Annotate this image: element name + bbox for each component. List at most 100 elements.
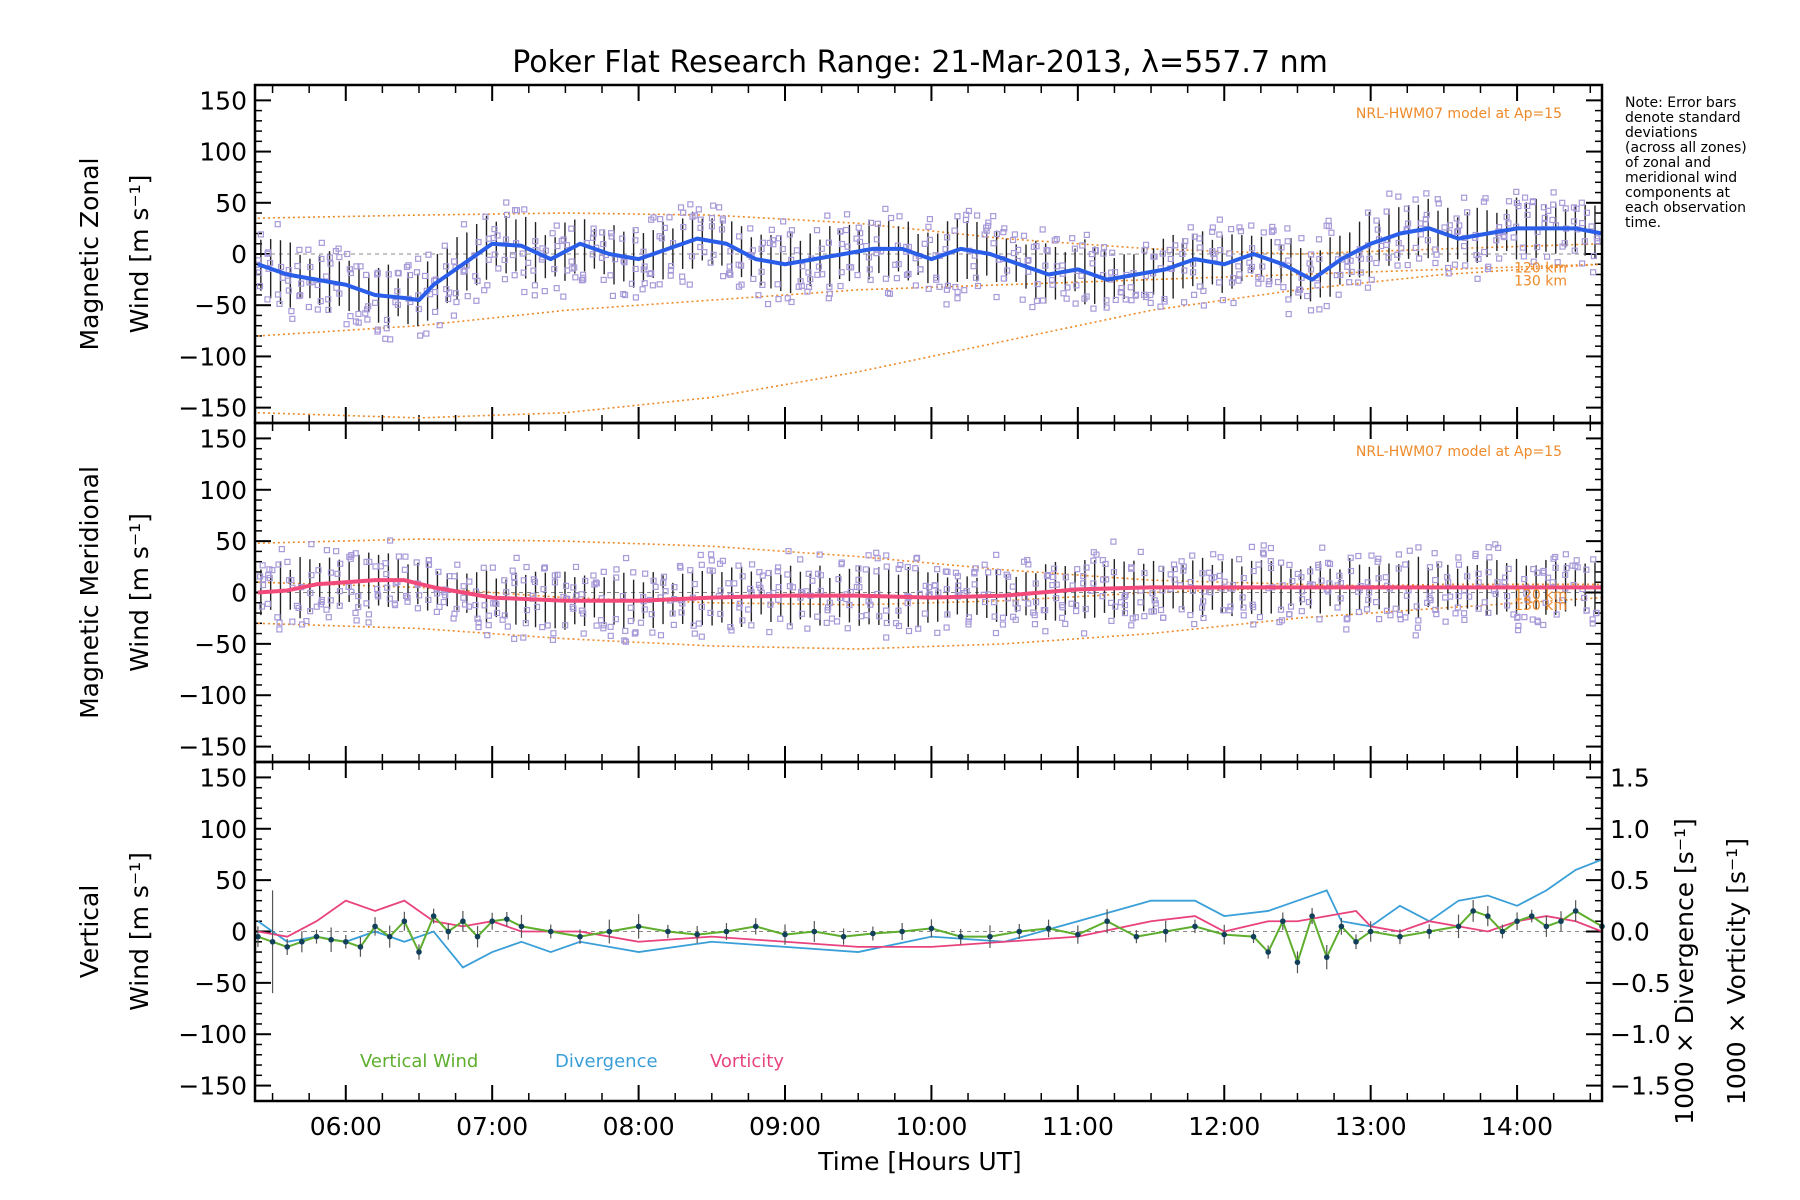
- zone-point: [1562, 571, 1569, 578]
- zone-point: [589, 234, 597, 241]
- zone-point: [745, 606, 752, 613]
- zone-point: [1259, 263, 1266, 270]
- zone-point: [1347, 567, 1355, 575]
- zone-point: [974, 282, 982, 290]
- y-tick-label: −150: [178, 733, 247, 762]
- zone-point: [1240, 604, 1247, 611]
- zone-point: [691, 580, 698, 588]
- zone-point: [639, 286, 646, 293]
- vertical-wind-point: [606, 928, 613, 935]
- zone-point: [883, 619, 890, 627]
- zone-point: [1216, 572, 1224, 579]
- zone-point: [1103, 576, 1110, 583]
- zone-point: [1199, 570, 1206, 577]
- zone-point: [405, 262, 412, 269]
- zone-point: [1466, 593, 1473, 600]
- zone-point: [1323, 222, 1330, 229]
- zone-point: [985, 222, 992, 229]
- zone-point: [1297, 286, 1304, 294]
- vertical-wind-point: [1294, 959, 1301, 966]
- zone-point: [1581, 594, 1588, 602]
- zone-point: [846, 602, 853, 609]
- zone-point: [913, 554, 921, 561]
- zone-point: [944, 611, 951, 618]
- zone-point: [695, 206, 702, 213]
- zone-point: [414, 605, 421, 612]
- vertical-wind-point: [328, 936, 334, 943]
- zone-point: [1063, 295, 1070, 302]
- zone-point: [804, 625, 811, 632]
- zone-point: [934, 629, 941, 636]
- panel-2: 150 100 50 0 −50 −100 −150 NRL-HWM07 model at A…: [75, 421, 1604, 764]
- zone-point: [461, 267, 468, 274]
- vertical-wind-point: [694, 931, 700, 938]
- zone-point: [305, 303, 312, 311]
- zone-point: [631, 630, 638, 637]
- zone-point: [1039, 297, 1047, 304]
- zone-point: [485, 622, 492, 629]
- zone-point: [511, 573, 518, 581]
- zone-point: [993, 551, 1000, 558]
- zone-point: [874, 555, 881, 562]
- zone-point: [632, 227, 639, 234]
- zone-point: [1080, 630, 1088, 637]
- zone-point: [264, 600, 271, 607]
- legend-item-3: Vorticity: [710, 1051, 784, 1072]
- zone-point: [838, 269, 845, 276]
- zone-point: [1152, 600, 1159, 607]
- zone-point: [648, 216, 655, 223]
- zone-point: [774, 281, 781, 288]
- zone-point: [336, 253, 343, 261]
- zone-point: [553, 285, 560, 292]
- zone-point: [1563, 564, 1570, 572]
- zone-point: [856, 584, 863, 591]
- zone-point: [318, 239, 325, 246]
- zone-point: [1248, 222, 1255, 229]
- zone-point: [1259, 549, 1267, 556]
- zone-point: [425, 561, 432, 568]
- zone-point: [786, 623, 793, 630]
- zone-point: [303, 617, 310, 625]
- zone-point: [1062, 574, 1069, 581]
- km-label-120: 120 km: [1514, 260, 1567, 276]
- zone-point: [905, 627, 913, 635]
- zone-point: [1117, 599, 1124, 606]
- zone-point: [1493, 237, 1500, 244]
- zone-point: [485, 612, 492, 619]
- zone-point: [598, 254, 606, 261]
- zone-point: [1149, 590, 1156, 597]
- zone-point: [1403, 205, 1410, 212]
- zone-point: [1337, 271, 1344, 279]
- note-line: time.: [1625, 215, 1661, 231]
- zone-point: [650, 577, 657, 584]
- zone-point: [353, 617, 360, 624]
- zone-point: [383, 316, 391, 324]
- zone-point: [607, 623, 614, 630]
- zone-point: [560, 293, 567, 300]
- zone-point: [1593, 235, 1600, 242]
- zone-point: [1464, 209, 1471, 216]
- zone-point: [375, 593, 382, 600]
- zone-point: [1454, 604, 1461, 611]
- zone-point: [628, 280, 636, 287]
- zone-point: [1364, 284, 1372, 291]
- zone-point: [1142, 241, 1150, 248]
- vertical-wind-point: [1221, 931, 1228, 938]
- zone-point: [1181, 242, 1188, 249]
- zone-point: [1590, 252, 1598, 260]
- zone-point: [572, 563, 580, 571]
- zone-point: [1100, 250, 1107, 257]
- zone-point: [719, 215, 726, 222]
- zone-point: [632, 237, 639, 244]
- zone-point: [1415, 617, 1422, 624]
- zone-point: [833, 618, 841, 625]
- zone-point: [1209, 248, 1216, 255]
- zone-point: [640, 248, 647, 255]
- zone-point: [1453, 228, 1461, 235]
- zone-point: [1343, 616, 1350, 623]
- zone-point: [1314, 282, 1321, 289]
- zone-point: [620, 290, 627, 298]
- zone-point: [323, 547, 331, 554]
- zone-point: [1089, 260, 1096, 267]
- zone-point: [1137, 599, 1144, 606]
